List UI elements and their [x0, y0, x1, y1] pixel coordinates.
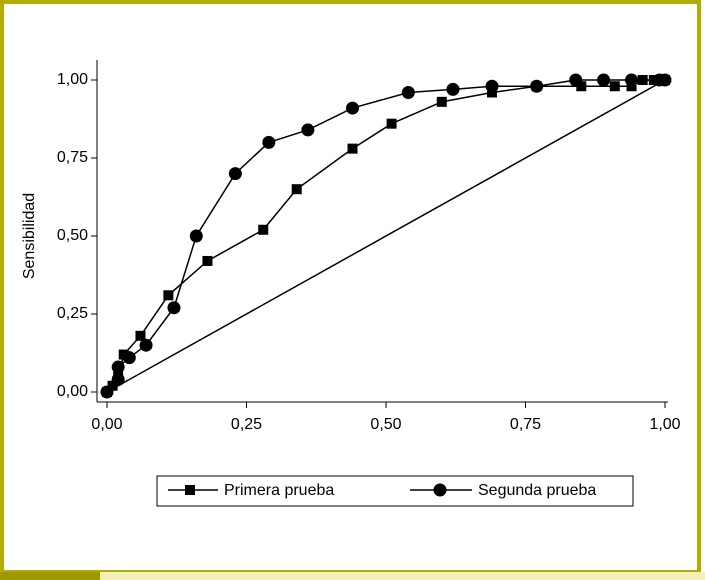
- marker: [433, 483, 447, 497]
- marker: [111, 373, 125, 387]
- marker: [228, 167, 242, 181]
- marker: [347, 143, 358, 154]
- marker: [609, 81, 620, 92]
- marker: [530, 79, 544, 93]
- y-axis-label: Sensibilidad: [21, 193, 38, 279]
- x-tick-label: 1,00: [649, 416, 680, 433]
- x-tick-label: 0,00: [91, 416, 122, 433]
- marker: [301, 123, 315, 137]
- marker: [658, 73, 672, 87]
- marker: [139, 338, 153, 352]
- marker: [576, 81, 587, 92]
- marker: [386, 118, 397, 129]
- marker: [625, 73, 639, 87]
- marker: [291, 184, 302, 195]
- marker: [189, 229, 203, 243]
- y-tick-label: 0,25: [57, 305, 88, 322]
- marker: [100, 385, 114, 399]
- footer-bar-light: [100, 572, 705, 580]
- marker: [446, 82, 460, 96]
- marker: [163, 290, 174, 301]
- legend-label: Segunda prueba: [478, 482, 596, 499]
- marker: [262, 135, 276, 149]
- marker: [185, 485, 195, 495]
- y-tick-label: 0,75: [57, 149, 88, 166]
- x-tick-label: 0,50: [370, 416, 401, 433]
- marker: [485, 79, 499, 93]
- marker: [111, 360, 125, 374]
- footer-bar-dark: [0, 572, 100, 580]
- marker: [122, 351, 136, 365]
- reference-diagonal: [106, 79, 666, 393]
- marker: [401, 85, 415, 99]
- marker: [436, 96, 447, 107]
- x-tick-label: 0,75: [510, 416, 541, 433]
- y-tick-label: 0,00: [57, 383, 88, 400]
- marker: [167, 301, 181, 315]
- marker: [202, 255, 213, 266]
- x-tick-label: 0,25: [231, 416, 262, 433]
- y-tick-label: 0,50: [57, 227, 88, 244]
- marker: [346, 101, 360, 115]
- marker: [569, 73, 583, 87]
- y-tick-label: 1,00: [57, 71, 88, 88]
- legend: [156, 475, 634, 507]
- marker: [258, 224, 269, 235]
- marker: [597, 73, 611, 87]
- legend-label: Primera prueba: [224, 482, 334, 499]
- marker: [135, 330, 146, 341]
